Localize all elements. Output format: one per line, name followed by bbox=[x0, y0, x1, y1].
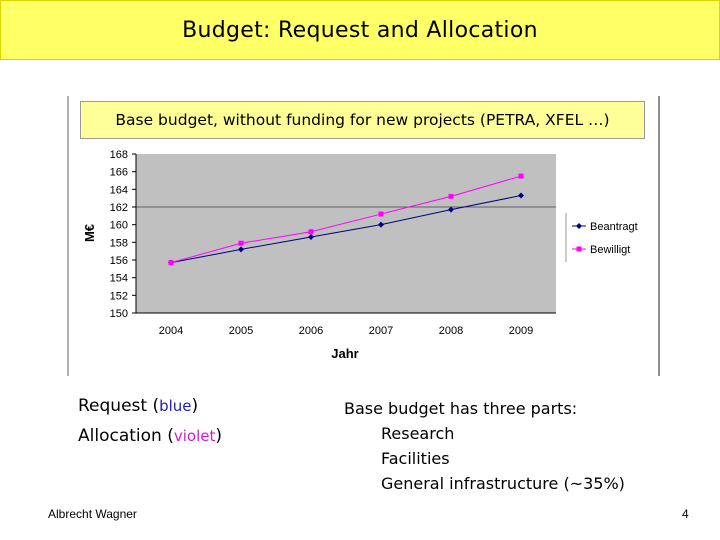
budget-parts-heading: Base budget has three parts: bbox=[344, 399, 578, 418]
legend-marker-bewilligt bbox=[576, 246, 582, 252]
y-tick-label: 168 bbox=[110, 149, 128, 161]
y-tick-label: 162 bbox=[110, 202, 128, 214]
title-bar: Budget: Request and Allocation bbox=[0, 0, 720, 60]
y-tick-label: 154 bbox=[110, 273, 128, 285]
y-tick-label: 164 bbox=[110, 184, 128, 196]
data-point-bewilligt bbox=[238, 240, 244, 246]
y-tick-label: 158 bbox=[110, 237, 128, 249]
plot-area bbox=[136, 154, 556, 313]
data-point-bewilligt bbox=[308, 229, 314, 235]
y-axis-title: M€ bbox=[82, 224, 97, 242]
data-point-beantragt bbox=[238, 246, 244, 253]
author-name: Albrecht Wagner bbox=[48, 507, 137, 521]
x-tick-label: 2009 bbox=[509, 325, 533, 337]
data-point-beantragt bbox=[518, 192, 524, 199]
x-tick-label: 2007 bbox=[369, 325, 393, 337]
chart-caption: Base budget, without funding for new pro… bbox=[80, 101, 645, 139]
x-tick-label: 2008 bbox=[439, 325, 463, 337]
y-tick-label: 156 bbox=[110, 255, 128, 267]
series-line-bewilligt bbox=[170, 175, 522, 264]
legend-marker-beantragt bbox=[576, 223, 582, 229]
y-tick-label: 152 bbox=[110, 290, 128, 302]
x-axis-title: Jahr bbox=[331, 346, 358, 361]
budget-part-infrastructure: General infrastructure (~35%) bbox=[381, 474, 625, 493]
request-label: Request (blue) bbox=[78, 396, 199, 416]
x-tick-label: 2004 bbox=[159, 325, 183, 337]
data-point-bewilligt bbox=[518, 173, 524, 179]
data-point-beantragt bbox=[308, 234, 314, 241]
y-tick-label: 150 bbox=[110, 308, 128, 320]
page-number: 4 bbox=[682, 507, 689, 521]
budget-part-research: Research bbox=[381, 424, 455, 443]
data-point-bewilligt bbox=[448, 193, 454, 199]
slide-title: Budget: Request and Allocation bbox=[182, 17, 538, 43]
legend-label-beantragt: Beantragt bbox=[590, 221, 638, 233]
chart-caption-text: Base budget, without funding for new pro… bbox=[115, 111, 610, 129]
allocation-color-word: violet bbox=[173, 427, 216, 445]
data-point-beantragt bbox=[378, 221, 384, 228]
y-tick-label: 166 bbox=[110, 167, 128, 179]
legend-label-bewilligt: Bewilligt bbox=[590, 244, 630, 256]
request-color-word: blue bbox=[159, 397, 192, 415]
budget-part-facilities: Facilities bbox=[381, 449, 450, 468]
x-tick-label: 2006 bbox=[299, 325, 323, 337]
data-point-beantragt bbox=[448, 206, 454, 213]
series-line-beantragt bbox=[170, 195, 522, 264]
data-point-bewilligt bbox=[168, 260, 174, 266]
y-tick-label: 160 bbox=[110, 220, 128, 232]
chart-frame bbox=[67, 96, 660, 376]
data-point-bewilligt bbox=[378, 211, 384, 217]
x-tick-label: 2005 bbox=[229, 325, 253, 337]
allocation-label: Allocation (violet) bbox=[78, 426, 222, 446]
